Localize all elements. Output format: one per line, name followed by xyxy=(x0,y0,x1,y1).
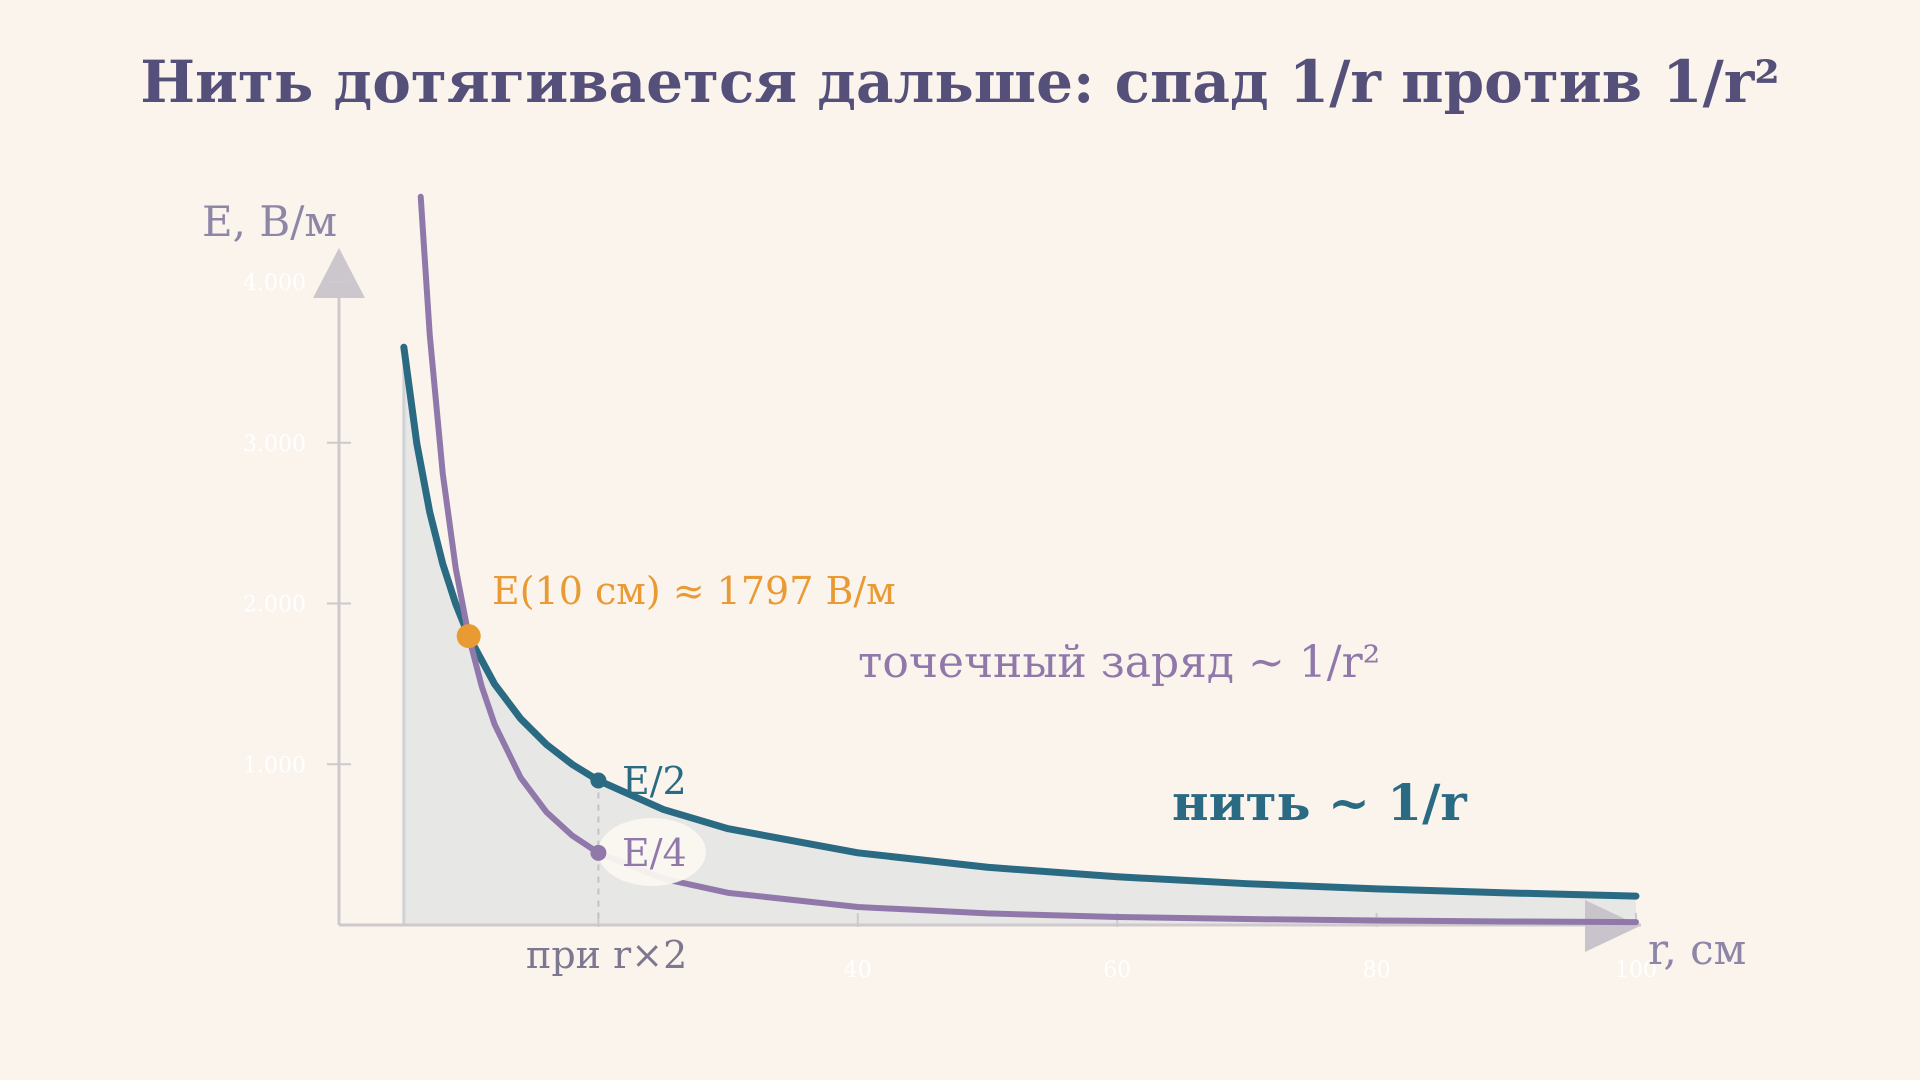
y-axis-arrow xyxy=(313,248,365,298)
annotation-quarter: E/4 xyxy=(622,831,687,875)
y-tick-label: 1.000 xyxy=(243,753,306,778)
series-layer xyxy=(400,193,1640,926)
y-axis-title: E, В/м xyxy=(202,197,337,246)
quarter-label-halo xyxy=(598,818,706,886)
annotation-point-charge: точечный заряд ~ 1/r² xyxy=(858,637,1380,688)
marker-half xyxy=(590,772,607,789)
area-between-curves-layer xyxy=(402,347,1637,925)
y-tick-label: 2.000 xyxy=(243,593,306,618)
series-line-point-charge xyxy=(417,193,1639,926)
series-line-thread xyxy=(400,343,1640,900)
x-axis-arrow xyxy=(1585,900,1640,952)
marker-quarter xyxy=(590,844,607,861)
x-axis-title: r, см xyxy=(1648,925,1746,974)
area-under-curve xyxy=(403,347,1637,925)
annotation-double-r: при r×2 xyxy=(526,933,687,977)
annotation-thread: нить ~ 1/r xyxy=(1172,773,1467,832)
y-tick-label: 4.000 xyxy=(243,271,306,296)
annotation-e10: E(10 см) ≈ 1797 В/м xyxy=(492,569,896,613)
chart-title: Нить дотягивается дальше: спад 1/r проти… xyxy=(140,48,1780,116)
x-tick-label: 60 xyxy=(1103,958,1131,983)
axes-layer: 40 60 80 100 1.000 2.000 3.000 4.000 xyxy=(243,248,1657,983)
y-tick-label: 3.000 xyxy=(243,432,306,457)
x-tick-label: 80 xyxy=(1363,958,1391,983)
annotation-half: E/2 xyxy=(622,759,687,803)
x-tick-label: 40 xyxy=(844,958,872,983)
markers-layer xyxy=(456,624,607,861)
x-tick-label: 100 xyxy=(1615,958,1657,983)
marker-e10 xyxy=(456,624,481,649)
